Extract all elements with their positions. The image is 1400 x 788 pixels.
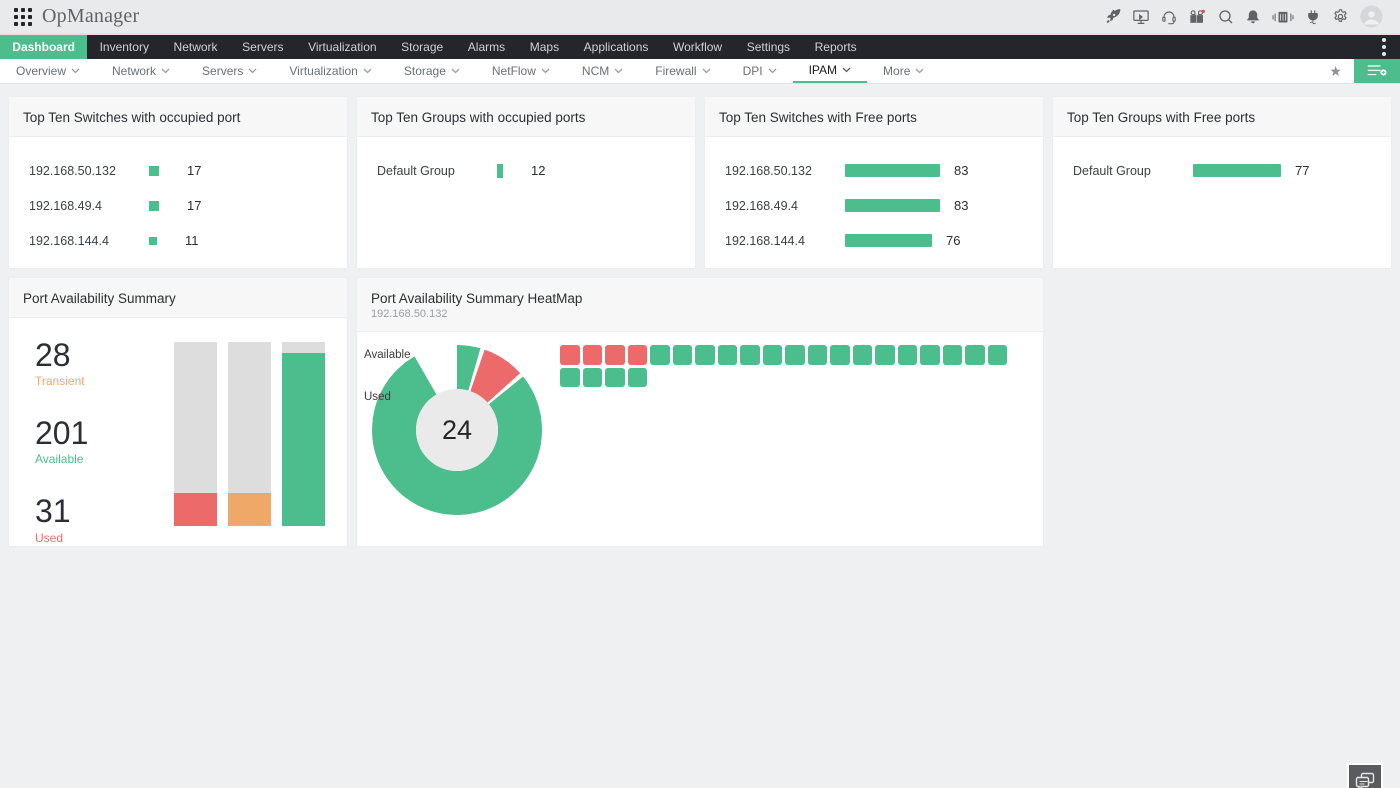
svg-text:24: 24 [442,415,472,445]
